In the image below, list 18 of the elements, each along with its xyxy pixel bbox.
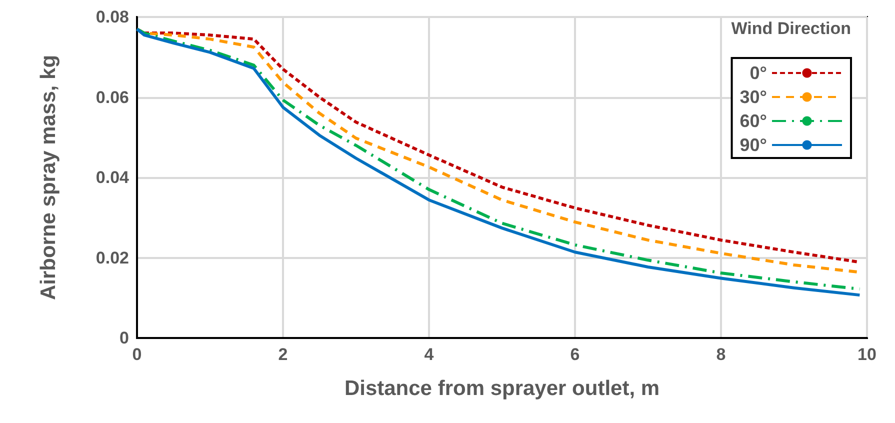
y-tick-label: 0 <box>120 328 129 348</box>
legend-label: 30° <box>740 87 767 107</box>
y-tick-label: 0.02 <box>96 248 129 268</box>
legend-label: 0° <box>750 63 767 83</box>
x-tick-label: 10 <box>858 345 876 364</box>
x-tick-label: 6 <box>570 345 580 364</box>
legend-label: 60° <box>740 111 767 131</box>
y-tick-label: 0.04 <box>96 168 130 187</box>
legend-label: 90° <box>740 135 767 155</box>
y-tick-label: 0.08 <box>96 8 129 26</box>
y-tick-label: 0.06 <box>96 88 129 107</box>
y-axis-title: Airborne spray mass, kg <box>37 54 60 300</box>
x-tick-label: 0 <box>132 345 142 364</box>
x-tick-label: 4 <box>424 345 434 364</box>
x-axis-title: Distance from sprayer outlet, m <box>344 377 660 400</box>
legend-title: Wind Direction <box>731 19 852 38</box>
x-tick-label: 8 <box>716 345 726 364</box>
x-tick-label: 2 <box>278 345 288 364</box>
